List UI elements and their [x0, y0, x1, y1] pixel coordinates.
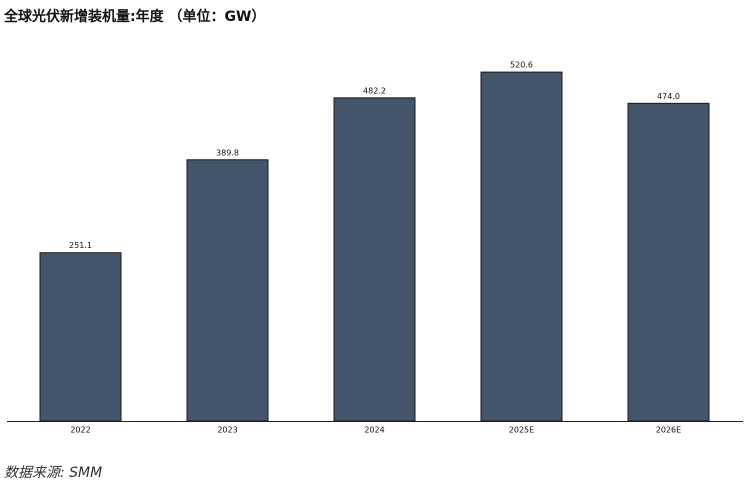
- bar: [627, 102, 710, 422]
- x-tick-label: 2022: [70, 426, 90, 435]
- bar: [39, 252, 122, 422]
- source-note: 数据来源: SMM: [4, 465, 102, 481]
- x-tick-label: 2023: [217, 426, 237, 435]
- value-label: 251.1: [69, 241, 92, 250]
- x-tick-label: 2025E: [509, 426, 534, 435]
- x-tick-label: 2026E: [656, 426, 681, 435]
- value-label: 520.6: [510, 61, 533, 70]
- bar: [333, 97, 416, 422]
- bar: [186, 159, 269, 422]
- value-label: 474.0: [657, 92, 680, 101]
- x-tick-label: 2024: [364, 426, 384, 435]
- value-label: 482.2: [363, 86, 386, 95]
- bar: [480, 71, 563, 422]
- chart-title: 全球光伏新增装机量:年度 （单位：GW）: [3, 8, 265, 25]
- value-label: 389.8: [216, 148, 239, 157]
